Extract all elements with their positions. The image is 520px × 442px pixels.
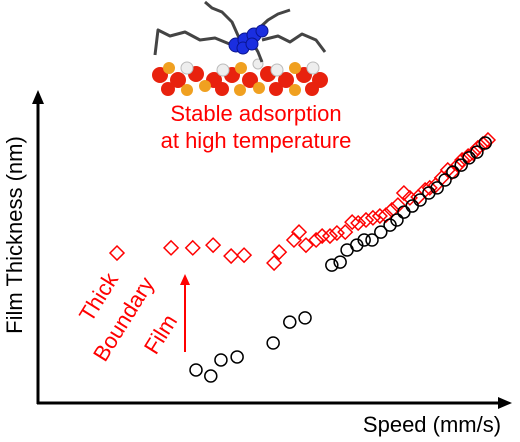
data-point — [189, 363, 203, 377]
data-point — [162, 239, 180, 256]
molecule-illustration — [152, 0, 328, 96]
x-axis-label: Speed (mm/s) — [363, 412, 501, 437]
annotation: Stable adsorption — [170, 101, 341, 126]
annotation-arrow — [180, 274, 190, 352]
data-point — [328, 224, 345, 242]
data-point — [108, 244, 126, 262]
data-point — [430, 181, 444, 195]
data-point — [470, 145, 484, 159]
data-point — [438, 173, 452, 187]
data-point — [223, 247, 240, 265]
data-point — [297, 237, 315, 254]
data-point — [377, 207, 394, 224]
annotation: Film — [139, 310, 182, 358]
data-point — [205, 237, 222, 254]
data-point — [374, 225, 388, 239]
data-point — [298, 311, 312, 325]
data-point — [390, 213, 404, 227]
axes — [32, 90, 512, 409]
data-point — [383, 218, 397, 232]
data-point — [421, 179, 438, 196]
data-point — [204, 369, 218, 383]
data-point — [413, 193, 427, 207]
data-point — [357, 211, 375, 229]
data-point — [283, 315, 297, 329]
data-point — [230, 350, 244, 364]
data-point — [333, 255, 347, 269]
data-point — [325, 258, 339, 272]
data-point — [184, 239, 201, 256]
data-point — [469, 139, 486, 156]
data-point — [350, 214, 367, 232]
data-point — [401, 189, 418, 206]
y-axis-label: Film Thickness (nm) — [2, 136, 27, 334]
data-point — [266, 336, 280, 350]
data-point — [271, 244, 288, 261]
data-point — [290, 224, 308, 241]
annotation: at high temperature — [161, 128, 352, 153]
data-point — [465, 144, 482, 162]
data-point — [308, 231, 325, 249]
data-point — [344, 214, 361, 231]
data-point — [395, 184, 412, 202]
data-point — [365, 233, 379, 247]
data-point — [337, 224, 354, 241]
data-point — [314, 227, 331, 245]
data-point — [357, 233, 371, 247]
data-point — [364, 209, 382, 226]
data-point — [454, 151, 471, 169]
data-point — [214, 353, 228, 367]
data-point — [266, 254, 283, 272]
data-point — [446, 165, 460, 179]
data-point — [454, 158, 468, 172]
data-point — [371, 207, 388, 225]
data-point — [397, 205, 411, 219]
data-point — [235, 247, 253, 264]
data-point — [478, 136, 492, 150]
data-point — [449, 157, 467, 174]
data-point — [321, 227, 339, 245]
